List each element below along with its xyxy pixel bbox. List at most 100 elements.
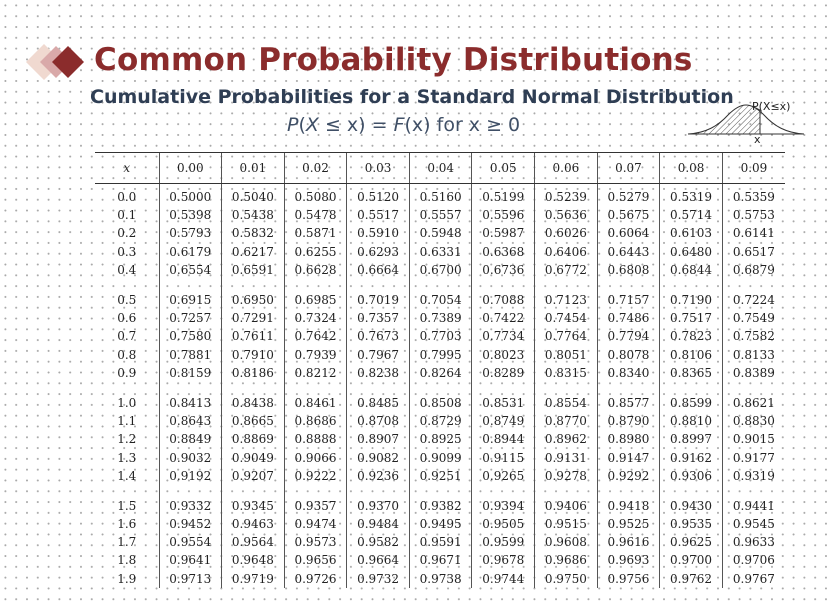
- probability-cell: 0.8810: [659, 412, 723, 431]
- curve-label: P(X≤x): [752, 100, 791, 113]
- probability-cell: 0.8485: [346, 389, 410, 413]
- probability-cell: 0.5793: [158, 224, 222, 243]
- probability-cell: 0.7019: [346, 286, 410, 310]
- spacer-cell: [659, 484, 723, 493]
- table-row: 0.3 0.6179 0.6217 0.6255 0.6293 0.6331 0.6368 0…: [95, 242, 785, 261]
- probability-cell: 0.8962: [534, 430, 598, 449]
- probability-cell: 0.8315: [534, 363, 598, 382]
- probability-cell: 0.5438: [221, 206, 285, 225]
- probability-cell: 0.8508: [408, 389, 472, 413]
- probability-cell: 0.9608: [534, 533, 598, 552]
- probability-cell: 0.5279: [596, 183, 660, 207]
- probability-cell: 0.6255: [283, 242, 347, 261]
- probability-cell: 0.8289: [471, 363, 535, 382]
- probability-cell: 0.5714: [659, 206, 723, 225]
- probability-cell: 0.6664: [346, 260, 410, 279]
- probability-cell: 0.7054: [408, 286, 472, 310]
- table-row: 0.6 0.7257 0.7291 0.7324 0.7357 0.7389 0.7422 0…: [95, 309, 785, 328]
- probability-cell: 0.8264: [408, 363, 472, 382]
- probability-cell: 0.6985: [283, 286, 347, 310]
- probability-cell: 0.7939: [283, 345, 347, 364]
- probability-cell: 0.9177: [721, 448, 785, 467]
- table-row: 0.5 0.6915 0.6950 0.6985 0.7019 0.7054 0.7088 0…: [95, 286, 785, 310]
- probability-cell: 0.9616: [596, 533, 660, 552]
- probability-cell: 0.5080: [283, 183, 347, 207]
- probability-cell: 0.9664: [346, 551, 410, 570]
- spacer-cell: [721, 484, 785, 493]
- probability-cell: 0.8888: [283, 430, 347, 449]
- table-row: 1.3 0.9032 0.9049 0.9066 0.9082 0.9099 0.9115 0…: [95, 448, 785, 467]
- probability-cell: 0.7190: [659, 286, 723, 310]
- header-col: 0.06: [534, 152, 598, 184]
- probability-cell: 0.9656: [283, 551, 347, 570]
- probability-cell: 0.7389: [408, 309, 472, 328]
- probability-cell: 0.9744: [471, 569, 535, 588]
- probability-cell: 0.9441: [721, 492, 785, 515]
- table-row: 1.2 0.8849 0.8869 0.8888 0.8907 0.8925 0.8944 0…: [95, 430, 785, 449]
- table-row: 1.5 0.9332 0.9345 0.9357 0.9370 0.9382 0.9394 0…: [95, 492, 785, 515]
- probability-cell: 0.5000: [158, 183, 222, 207]
- probability-cell: 0.8340: [596, 363, 660, 382]
- spacer-cell: [221, 381, 285, 390]
- probability-cell: 0.9192: [158, 466, 222, 485]
- spacer-cell: [596, 381, 660, 390]
- table-row: 0.1 0.5398 0.5438 0.5478 0.5517 0.5557 0.5596 0…: [95, 206, 785, 225]
- row-x-value: 0.9: [117, 365, 137, 380]
- formula-mid: ≤ x) =: [318, 114, 394, 136]
- probability-cell: 0.9452: [158, 515, 222, 534]
- probability-cell: 0.9015: [721, 430, 785, 449]
- probability-cell: 0.9762: [659, 569, 723, 588]
- table-row: 0.7 0.7580 0.7611 0.7642 0.7673 0.7703 0.7734 0…: [95, 327, 785, 346]
- header-row: x 0.00 0.01 0.02 0.03 0.04 0.05 0.06 0.07 0.08 0.0…: [95, 152, 785, 184]
- probability-cell: 0.7673: [346, 327, 410, 346]
- spacer-cell: [721, 381, 785, 390]
- row-x-value: 0.8: [117, 347, 137, 362]
- probability-cell: 0.5319: [659, 183, 723, 207]
- probability-cell: 0.9306: [659, 466, 723, 485]
- probability-cell: 0.7291: [221, 309, 285, 328]
- probability-cell: 0.8790: [596, 412, 660, 431]
- row-x-value: 0.0: [117, 190, 137, 205]
- probability-cell: 0.8106: [659, 345, 723, 364]
- probability-cell: 0.9545: [721, 515, 785, 534]
- probability-cell: 0.5596: [471, 206, 535, 225]
- probability-cell: 0.8133: [721, 345, 785, 364]
- spacer-cell: [221, 484, 285, 493]
- header-col: 0.03: [346, 152, 410, 184]
- table-row: 0.9 0.8159 0.8186 0.8212 0.8238 0.8264 0.8289 0…: [95, 363, 785, 382]
- probability-cell: 0.9394: [471, 492, 535, 515]
- probability-cell: 0.9099: [408, 448, 472, 467]
- probability-cell: 0.8577: [596, 389, 660, 413]
- row-group: 0.5 0.6915 0.6950 0.6985 0.7019 0.7054 0.7088 0…: [95, 286, 785, 390]
- row-x-value: 0.3: [117, 244, 137, 259]
- probability-cell: 0.7324: [283, 309, 347, 328]
- table-row: 1.7 0.9554 0.9564 0.9573 0.9582 0.9591 0.9599 0…: [95, 533, 785, 552]
- spacer-cell: [95, 485, 159, 493]
- group-spacer: [95, 484, 785, 493]
- spacer-cell: [721, 278, 785, 287]
- probability-cell: 0.6331: [408, 242, 472, 261]
- row-x-value: 0.6: [117, 311, 137, 326]
- probability-cell: 0.9345: [221, 492, 285, 515]
- probability-cell: 0.7764: [534, 327, 598, 346]
- probability-cell: 0.9082: [346, 448, 410, 467]
- probability-cell: 0.9357: [283, 492, 347, 515]
- probability-cell: 0.9686: [534, 551, 598, 570]
- probability-cell: 0.7611: [221, 327, 285, 346]
- formula-p: P: [287, 114, 299, 136]
- probability-cell: 0.9382: [408, 492, 472, 515]
- probability-cell: 0.5199: [471, 183, 535, 207]
- probability-cell: 0.6736: [471, 260, 535, 279]
- probability-cell: 0.8621: [721, 389, 785, 413]
- probability-cell: 0.7703: [408, 327, 472, 346]
- probability-cell: 0.8749: [471, 412, 535, 431]
- probability-cell: 0.9066: [283, 448, 347, 467]
- probability-cell: 0.9418: [596, 492, 660, 515]
- probability-cell: 0.7486: [596, 309, 660, 328]
- spacer-cell: [471, 484, 535, 493]
- row-group: 0.0 0.5000 0.5040 0.5080 0.5120 0.5160 0.5199 0…: [95, 183, 785, 287]
- probability-cell: 0.8438: [221, 389, 285, 413]
- spacer-cell: [346, 381, 410, 390]
- spacer-cell: [534, 484, 598, 493]
- row-x-value: 0.7: [117, 329, 137, 344]
